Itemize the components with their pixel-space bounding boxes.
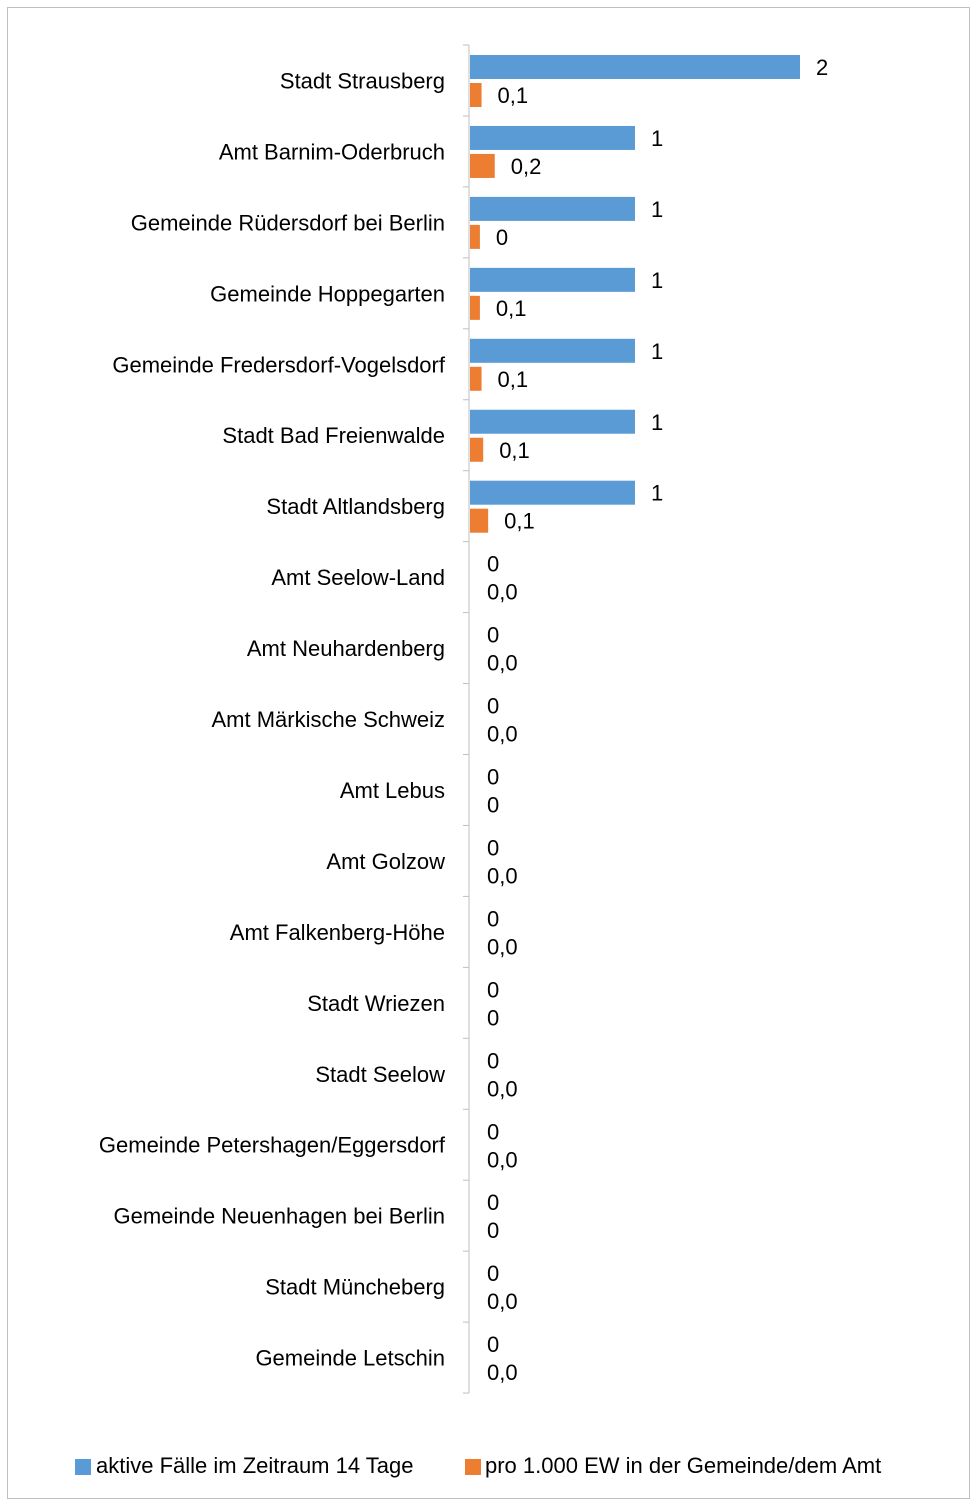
category-label: Stadt Wriezen xyxy=(307,991,445,1016)
category-label: Amt Lebus xyxy=(340,778,445,803)
category-label: Stadt Bad Freienwalde xyxy=(222,423,445,448)
bar-per-1000 xyxy=(470,508,489,533)
category-label: Gemeinde Letschin xyxy=(255,1346,445,1371)
bar-per-1000 xyxy=(470,224,480,249)
data-label-per-1000: 0 xyxy=(487,1218,499,1243)
bar-chart: Stadt Strausberg 2 0,1 Amt Barnim-Oderbruch… xyxy=(75,44,881,1478)
category-label: Gemeinde Fredersdorf-Vogelsdorf xyxy=(112,352,445,377)
category-label: Gemeinde Rüdersdorf bei Berlin xyxy=(131,210,445,235)
data-label-per-1000: 0,0 xyxy=(487,934,518,959)
data-label-per-1000: 0,0 xyxy=(487,863,518,888)
category-label: Amt Falkenberg-Höhe xyxy=(230,920,445,945)
data-label-per-1000: 0,0 xyxy=(487,1360,518,1385)
data-label-per-1000: 0,1 xyxy=(499,438,530,463)
data-label-active-cases: 0 xyxy=(487,1190,499,1215)
category-label: Stadt Altlandsberg xyxy=(266,494,445,519)
data-label-active-cases: 2 xyxy=(816,55,828,80)
category-label: Amt Barnim-Oderbruch xyxy=(219,139,445,164)
category-label: Gemeinde Neuenhagen bei Berlin xyxy=(114,1204,445,1229)
data-label-per-1000: 0 xyxy=(496,225,508,250)
bar-per-1000 xyxy=(470,83,482,107)
bar-active-cases xyxy=(470,480,635,505)
data-label-per-1000: 0,1 xyxy=(496,296,527,321)
data-label-active-cases: 1 xyxy=(651,410,663,435)
data-label-active-cases: 0 xyxy=(487,906,499,931)
data-label-per-1000: 0,1 xyxy=(498,83,529,108)
data-label-active-cases: 0 xyxy=(487,1332,499,1357)
bar-active-cases xyxy=(470,196,635,221)
bar-active-cases xyxy=(470,125,635,150)
data-label-per-1000: 0 xyxy=(487,1005,499,1030)
bar-per-1000 xyxy=(470,366,482,391)
data-label-per-1000: 0,0 xyxy=(487,1289,518,1314)
data-label-active-cases: 0 xyxy=(487,765,499,790)
data-label-active-cases: 0 xyxy=(487,1119,499,1144)
data-label-active-cases: 0 xyxy=(487,977,499,1002)
bar-active-cases xyxy=(470,338,635,363)
category-label: Amt Märkische Schweiz xyxy=(211,707,445,732)
data-label-per-1000: 0,0 xyxy=(487,1147,518,1172)
category-label: Amt Neuhardenberg xyxy=(247,636,445,661)
category-label: Stadt Strausberg xyxy=(280,68,445,93)
data-label-active-cases: 1 xyxy=(651,197,663,222)
data-label-active-cases: 1 xyxy=(651,268,663,293)
category-label: Stadt Seelow xyxy=(315,1062,445,1087)
data-label-active-cases: 0 xyxy=(487,835,499,860)
bar-active-cases xyxy=(470,267,635,292)
category-label: Stadt Müncheberg xyxy=(265,1275,445,1300)
data-label-active-cases: 1 xyxy=(651,481,663,506)
legend-swatch-per-1000 xyxy=(465,1459,481,1475)
data-label-per-1000: 0,0 xyxy=(487,722,518,747)
data-label-per-1000: 0,2 xyxy=(511,154,542,179)
data-label-active-cases: 0 xyxy=(487,1261,499,1286)
legend-label-active-cases: aktive Fälle im Zeitraum 14 Tage xyxy=(96,1453,414,1478)
chart-container: Stadt Strausberg 2 0,1 Amt Barnim-Oderbruch… xyxy=(7,7,970,1499)
legend-label-per-1000: pro 1.000 EW in der Gemeinde/dem Amt xyxy=(485,1453,881,1478)
category-label: Gemeinde Hoppegarten xyxy=(210,281,445,306)
category-label: Gemeinde Petershagen/Eggersdorf xyxy=(99,1133,446,1158)
legend-swatch-active-cases xyxy=(75,1459,91,1475)
data-label-per-1000: 0,0 xyxy=(487,651,518,676)
data-label-per-1000: 0,1 xyxy=(504,509,535,534)
data-label-per-1000: 0,0 xyxy=(487,580,518,605)
category-label: Amt Golzow xyxy=(326,849,445,874)
bar-per-1000 xyxy=(470,437,484,462)
bar-per-1000 xyxy=(470,295,480,320)
bar-active-cases xyxy=(470,55,800,79)
data-label-per-1000: 0 xyxy=(487,793,499,818)
data-label-active-cases: 0 xyxy=(487,1048,499,1073)
data-label-active-cases: 1 xyxy=(651,126,663,151)
data-label-per-1000: 0,0 xyxy=(487,1076,518,1101)
data-label-active-cases: 0 xyxy=(487,694,499,719)
category-label: Amt Seelow-Land xyxy=(271,565,445,590)
data-label-active-cases: 1 xyxy=(651,339,663,364)
data-label-active-cases: 0 xyxy=(487,623,499,648)
data-label-per-1000: 0,1 xyxy=(498,367,529,392)
data-label-active-cases: 0 xyxy=(487,552,499,577)
bar-active-cases xyxy=(470,409,635,434)
bar-per-1000 xyxy=(470,153,495,178)
